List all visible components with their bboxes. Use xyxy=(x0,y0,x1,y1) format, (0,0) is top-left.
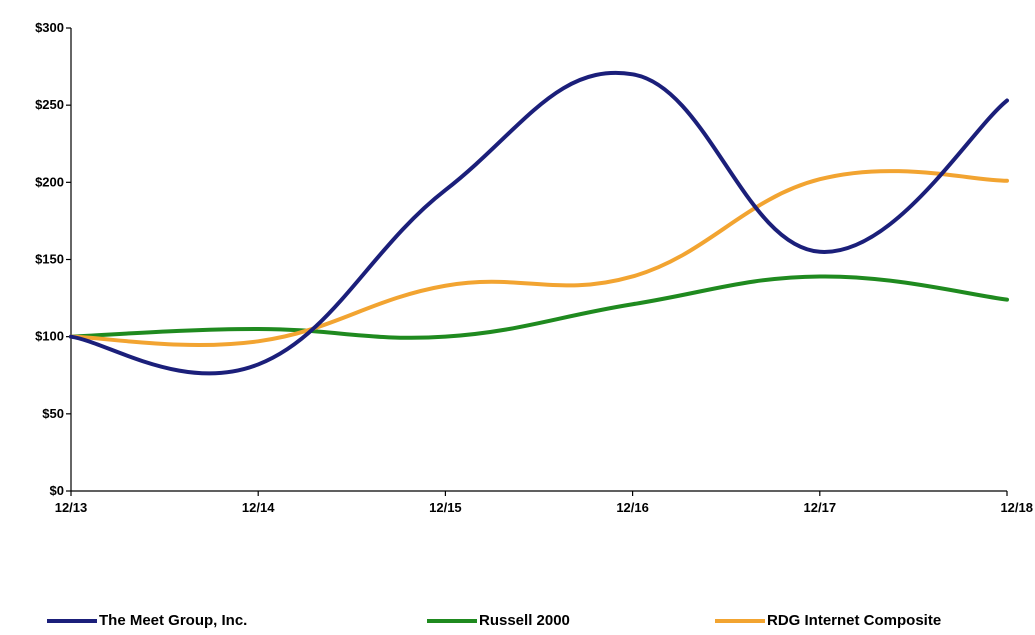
y-tick-label: $100 xyxy=(35,329,64,344)
series-line-0 xyxy=(69,70,1009,376)
legend-item-russell-2000: Russell 2000 xyxy=(427,612,570,629)
y-tick-label: $50 xyxy=(42,406,64,421)
legend-label-meet-group: The Meet Group, Inc. xyxy=(99,612,248,629)
x-tick-label: 12/15 xyxy=(429,500,462,515)
x-tick-label: 12/14 xyxy=(242,500,275,515)
y-tick-label: $300 xyxy=(35,20,64,35)
x-tick-label: 12/17 xyxy=(804,500,837,515)
series-lines xyxy=(69,70,1009,376)
series-line-1 xyxy=(69,274,1009,340)
legend-item-rdg-internet: RDG Internet Composite xyxy=(715,612,941,629)
legend-swatch-rdg-internet xyxy=(715,618,765,623)
y-axis-ticks: $0 $50 $100 $150 $200 $250 $300 xyxy=(35,20,71,498)
y-tick-label: $250 xyxy=(35,97,64,112)
legend-swatch-russell-2000 xyxy=(427,618,477,623)
legend: The Meet Group, Inc. Russell 2000 RDG In… xyxy=(0,612,1035,634)
line-chart: $0$50$100$150$200$250$300 12/13 12/14 12/1… xyxy=(35,20,1033,515)
y-tick-label: $0 xyxy=(50,483,64,498)
x-tick-label: 12/18 xyxy=(1000,500,1033,515)
legend-label-rdg-internet: RDG Internet Composite xyxy=(767,612,942,629)
legend-label-russell-2000: Russell 2000 xyxy=(479,612,570,629)
legend-item-meet-group: The Meet Group, Inc. xyxy=(47,612,247,629)
x-axis-ticks: 12/13 12/14 12/15 12/16 12/17 12/18 xyxy=(55,491,1033,515)
x-tick-label: 12/16 xyxy=(616,500,649,515)
y-tick-label: $200 xyxy=(35,174,64,189)
series-line-2 xyxy=(69,169,1009,347)
x-tick-label: 12/13 xyxy=(55,500,88,515)
legend-swatch-meet-group xyxy=(47,618,97,623)
y-tick-label: $150 xyxy=(35,252,64,267)
